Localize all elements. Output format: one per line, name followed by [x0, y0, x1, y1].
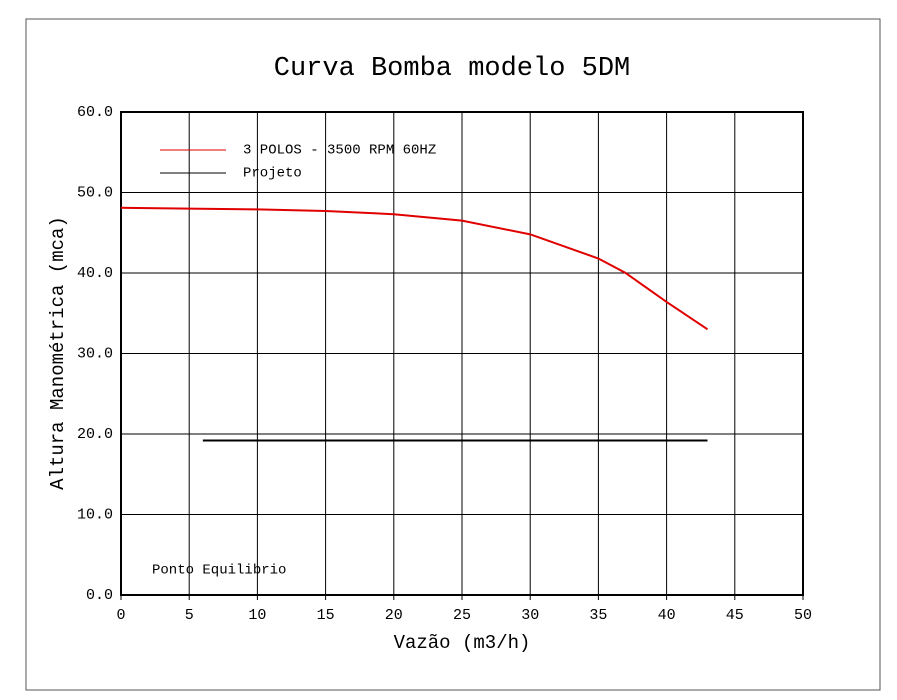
plot-border: [120, 111, 804, 596]
x-axis-label: Vazão (m3/h): [394, 632, 531, 654]
y-tick-label: 40.0: [77, 265, 113, 282]
y-tick-label: 60.0: [77, 104, 113, 121]
legend-label: 3 POLOS - 3500 RPM 60HZ: [243, 143, 436, 159]
annotation: Ponto Equilibrio: [152, 563, 286, 579]
x-tick-label: 40: [658, 607, 676, 624]
y-tick-label: 0.0: [86, 587, 113, 604]
x-tick-label: 35: [589, 607, 607, 624]
x-tick-label: 10: [248, 607, 266, 624]
y-tick-label: 10.0: [77, 506, 113, 523]
x-tick-label: 20: [385, 607, 403, 624]
x-tick-label: 25: [453, 607, 471, 624]
y-tick-label: 30.0: [77, 345, 113, 362]
chart-title: Curva Bomba modelo 5DM: [274, 54, 630, 84]
legend-label: Projeto: [243, 166, 302, 182]
x-tick-label: 45: [726, 607, 744, 624]
x-tick-label: 5: [185, 607, 194, 624]
x-tick-label: 50: [794, 607, 812, 624]
y-axis-label: Altura Manométrica (mca): [47, 216, 69, 490]
y-tick-label: 50.0: [77, 184, 113, 201]
x-tick-label: 15: [317, 607, 335, 624]
line-series: [120, 206, 709, 331]
y-tick-label: 20.0: [77, 426, 113, 443]
x-tick-label: 30: [521, 607, 539, 624]
x-tick-label: 0: [116, 607, 125, 624]
frame: [25, 18, 881, 691]
